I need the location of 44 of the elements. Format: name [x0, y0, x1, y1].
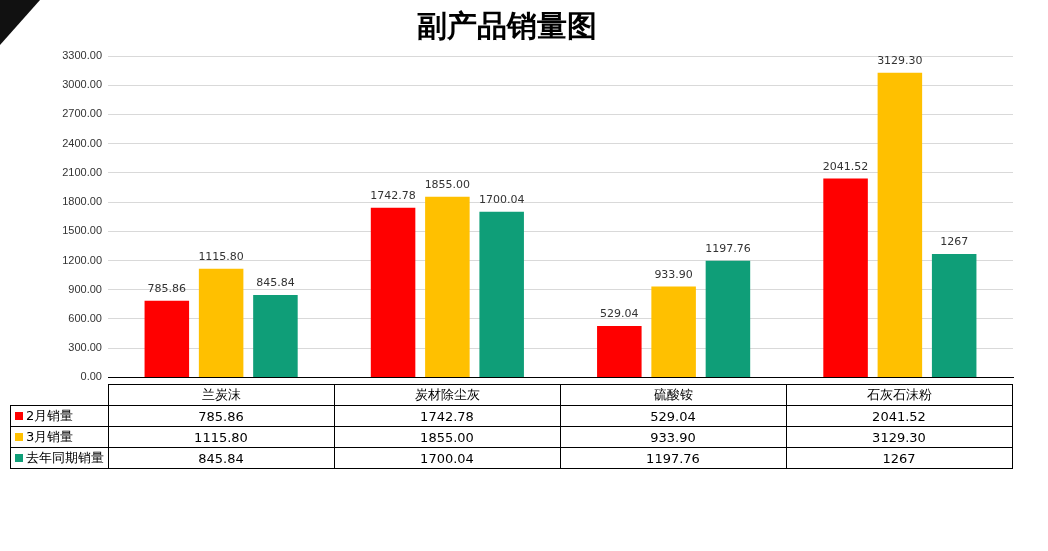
y-tick-label: 0.00 — [80, 370, 102, 383]
y-tick-label: 1200.00 — [62, 253, 102, 266]
data-label: 1700.04 — [334, 447, 560, 469]
chart-title: 副产品销量图 — [416, 7, 597, 43]
x-tick-label: 硫酸铵 — [560, 384, 786, 406]
y-tick-label: 2700.00 — [62, 107, 102, 120]
data-label: 1855.00 — [334, 426, 560, 448]
data-label: 933.90 — [560, 426, 786, 448]
y-tick-label: 2100.00 — [62, 165, 102, 178]
x-tick-label: 兰炭沫 — [108, 384, 334, 406]
text: 529.04 — [600, 307, 639, 321]
data-label: 3129.30 — [786, 426, 1012, 448]
text: 1700.04 — [478, 193, 525, 207]
text: 1855.00 — [424, 178, 471, 192]
data-label: 1742.78 — [334, 405, 560, 427]
data-label: 785.86 — [108, 405, 334, 427]
y-tick-label: 1500.00 — [62, 224, 102, 237]
x-tick-label: 炭材除尘灰 — [334, 384, 560, 406]
legend-label: 2月销量 — [10, 405, 108, 427]
text: 1115.80 — [198, 250, 244, 264]
legend-label: 3月销量 — [10, 426, 108, 448]
y-tick-label: 300.00 — [68, 341, 102, 354]
data-label: 845.84 — [108, 447, 334, 469]
legend-label: 去年同期销量 — [10, 447, 108, 469]
text: 845.84 — [256, 276, 295, 290]
y-tick-label: 3000.00 — [62, 78, 102, 91]
text: 1197.76 — [705, 242, 751, 256]
y-tick-label: 3300.00 — [62, 49, 102, 62]
data-label: 1115.80 — [108, 426, 334, 448]
y-tick-label: 900.00 — [68, 282, 102, 295]
data-label: 529.04 — [560, 405, 786, 427]
y-tick-label: 2400.00 — [62, 136, 102, 149]
x-tick-label: 石灰石沫粉 — [786, 384, 1012, 406]
text: 785.86 — [147, 282, 187, 296]
text: 2041.52 — [822, 159, 869, 173]
text: 1742.78 — [370, 189, 416, 203]
text: 1267 — [940, 235, 969, 249]
data-label: 2041.52 — [786, 405, 1012, 427]
text: 933.90 — [654, 267, 693, 281]
y-tick-label: 1800.00 — [62, 195, 102, 208]
data-label: 1267 — [786, 447, 1012, 469]
data-label: 1197.76 — [560, 447, 786, 469]
text: 3129.30 — [877, 53, 923, 67]
y-tick-label: 600.00 — [68, 311, 102, 324]
